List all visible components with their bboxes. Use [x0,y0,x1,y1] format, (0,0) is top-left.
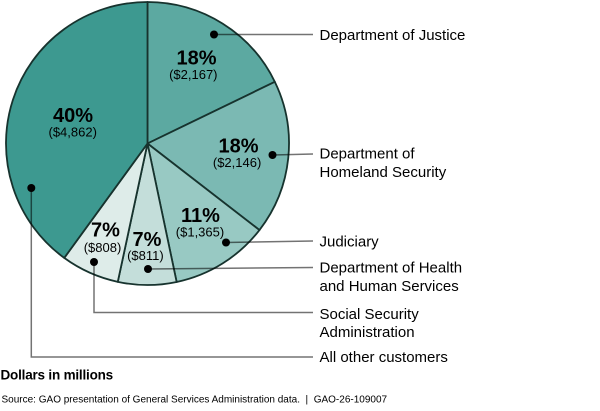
svg-text:11%: 11% [181,205,220,227]
svg-text:18%: 18% [176,48,216,70]
svg-text:7%: 7% [133,229,162,251]
svg-text:($2,167): ($2,167) [169,67,217,82]
svg-text:($811): ($811) [127,248,164,263]
svg-text:40%: 40% [53,105,93,127]
svg-text:Source: GAO presentation of Ge: Source: GAO presentation of General Serv… [2,395,388,406]
svg-text:Judiciary: Judiciary [320,234,380,251]
svg-text:Social Security: Social Security [320,306,420,323]
svg-text:and Human Services: and Human Services [320,278,459,295]
svg-text:All other customers: All other customers [320,349,448,366]
svg-text:($1,365): ($1,365) [176,224,224,239]
svg-text:($4,862): ($4,862) [48,124,96,139]
svg-text:($808): ($808) [84,240,122,255]
svg-text:Department of: Department of [320,145,416,162]
svg-text:18%: 18% [218,135,258,157]
svg-text:Department of Health: Department of Health [320,259,463,276]
svg-text:Dollars in millions: Dollars in millions [1,368,113,383]
svg-text:($2,146): ($2,146) [213,155,261,170]
svg-text:Department of Justice: Department of Justice [320,27,466,44]
svg-text:Administration: Administration [320,324,415,341]
svg-text:Homeland Security: Homeland Security [320,164,447,181]
svg-text:7%: 7% [91,220,120,242]
